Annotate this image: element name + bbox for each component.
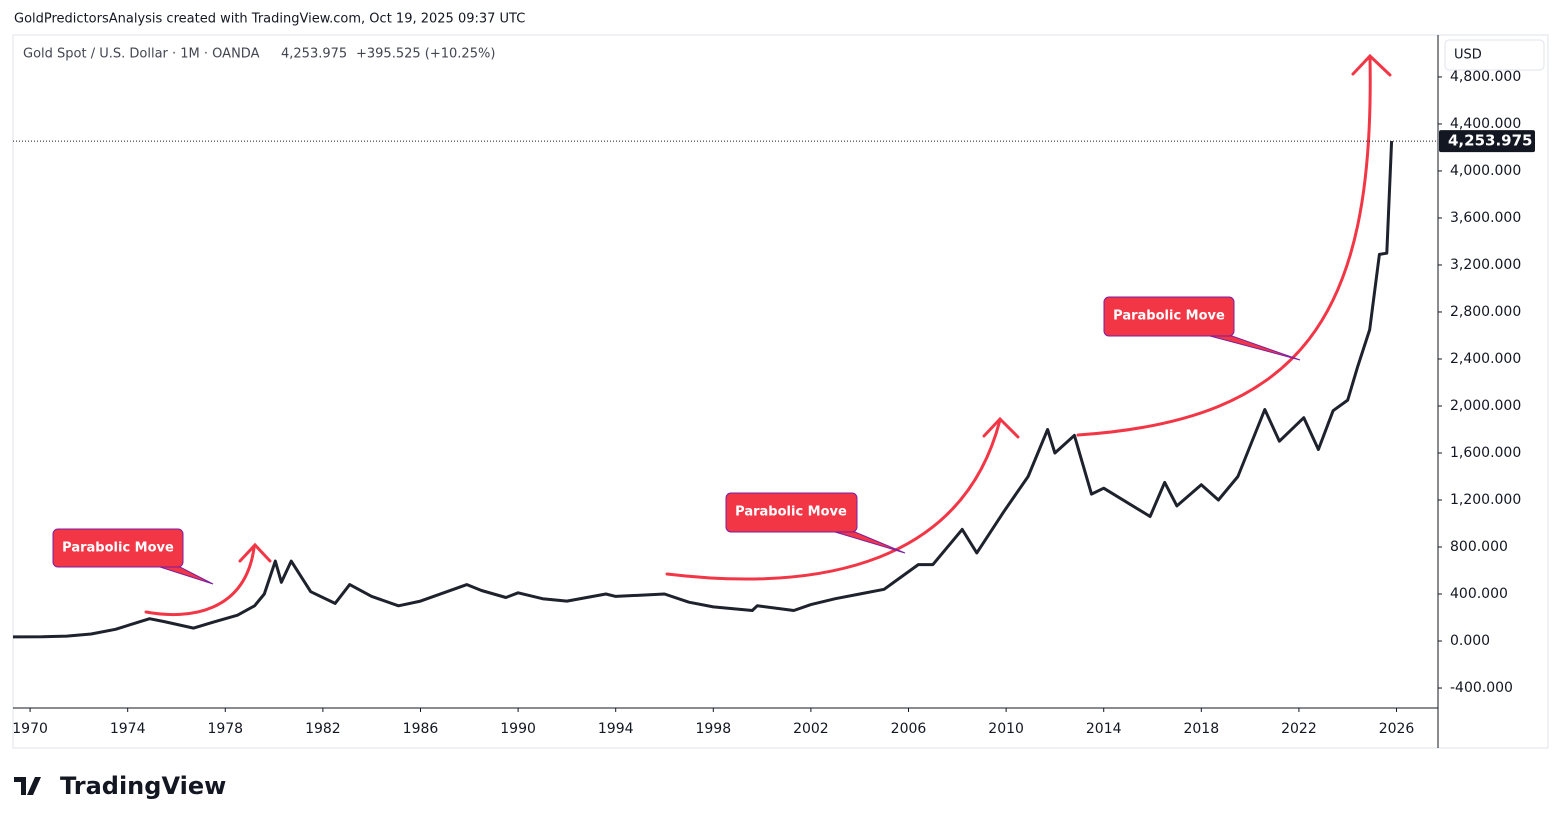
x-tick-label: 1974 [110,721,146,737]
y-tick-label: 0.000 [1450,633,1490,649]
y-tick-label: 4,800.000 [1450,69,1521,85]
chart-frame [12,34,1549,749]
chart-title: Gold Spot / U.S. Dollar · 1M · OANDA [23,47,260,62]
y-tick-label: 800.000 [1450,539,1508,555]
x-tick-label: 1994 [598,721,634,737]
y-tick-label: -400.000 [1450,680,1513,696]
arrow-head [982,416,1020,439]
currency-box[interactable] [1444,39,1545,71]
callout-pointer [1209,335,1301,361]
x-tick-label: 2018 [1183,721,1219,737]
x-tick-label: 2002 [793,721,829,737]
y-tick-label: 4,400.000 [1450,116,1521,132]
last-price-label: 4,253.975 [1448,132,1532,150]
callout-pointer [159,566,214,585]
callout-box [52,528,184,568]
x-tick-label: 2006 [891,721,927,737]
curve-arrow [1076,56,1372,437]
y-tick-label: 3,200.000 [1450,257,1521,273]
x-tick-label: 1990 [500,721,536,737]
annotation: Parabolic Move [735,505,847,520]
x-tick-label: 2022 [1281,721,1317,737]
x-tick-label: 2010 [988,721,1024,737]
annotation: Parabolic Move [1113,309,1225,324]
credit: GoldPredictorsAnalysis created with Trad… [14,12,525,27]
callout-box [1103,296,1235,337]
callout-pointer [834,531,906,554]
y-tick-label: 1,600.000 [1450,445,1521,461]
arrow-head [238,542,272,563]
x-tick-label: 1970 [12,721,48,737]
legend-change: +395.525 (+10.25%) [356,47,495,62]
x-tick-label: 2014 [1086,721,1122,737]
y-tick-label: 1,200.000 [1450,492,1521,508]
y-tick-label: 2,800.000 [1450,304,1521,320]
last-price-box [1439,130,1535,153]
x-tick-label: 1998 [695,721,731,737]
logo: TradingView [14,772,226,800]
y-tick-label: 2,000.000 [1450,398,1521,414]
y-tick-label: 4,000.000 [1450,163,1521,179]
price-line [12,141,1394,639]
callout-box [725,492,858,533]
x-tick-label: 2026 [1379,721,1415,737]
y-tick-label: 400.000 [1450,586,1508,602]
curve-arrow [144,546,256,616]
x-tick-label: 1986 [403,721,439,737]
currency[interactable]: USD [1454,48,1482,63]
logo-icon [14,777,41,795]
arrow-head [1351,53,1392,77]
legend-price: 4,253.975 [281,47,347,62]
y-tick-label: 2,400.000 [1450,351,1521,367]
curve-arrow [665,418,1002,581]
arrows [144,53,1392,616]
logo-text: TradingView [60,772,226,800]
callouts: Parabolic Move Parabolic Move Parabolic … [52,296,1301,585]
x-tick-label: 1978 [207,721,243,737]
x-tick-label: 1982 [305,721,341,737]
y-tick-label: 3,600.000 [1450,210,1521,226]
annotation: Parabolic Move [62,541,174,556]
